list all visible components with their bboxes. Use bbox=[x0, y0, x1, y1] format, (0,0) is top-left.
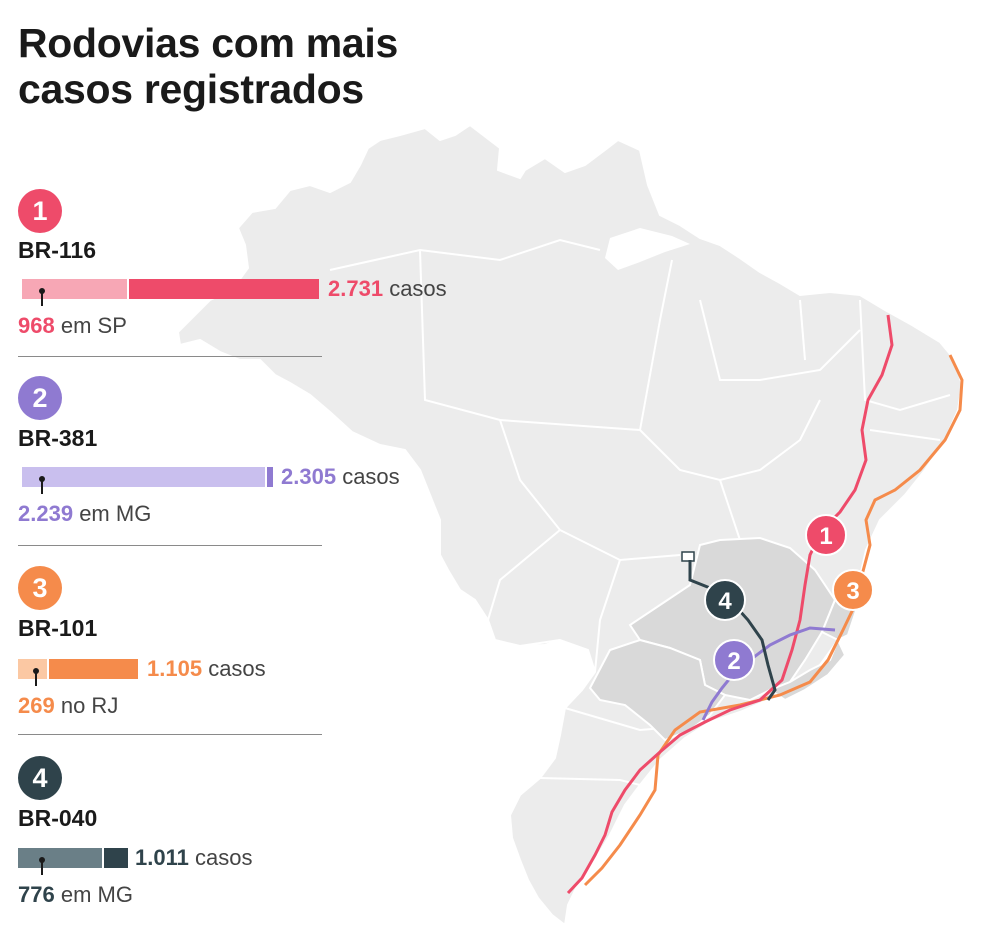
rank-badge-1: 1 bbox=[18, 189, 62, 233]
state-count-br040-value: 776 bbox=[18, 882, 55, 907]
total-br040-value: 1.011 bbox=[135, 845, 189, 870]
bar-br101 bbox=[18, 659, 138, 679]
state-count-br101-suffix: no RJ bbox=[60, 693, 119, 718]
map-marker-4: 4 bbox=[704, 579, 746, 621]
total-br101-unit: casos bbox=[208, 656, 266, 681]
map-marker-2: 2 bbox=[713, 639, 755, 681]
bar-br381 bbox=[22, 467, 273, 487]
highway-name-br116: BR-116 bbox=[18, 237, 96, 263]
total-br040-unit: casos bbox=[194, 845, 253, 870]
bar-br040-remainder bbox=[104, 848, 128, 868]
bar-br040-state-portion bbox=[18, 848, 102, 868]
federal-district bbox=[681, 551, 695, 562]
bar-br381-state-portion bbox=[22, 467, 265, 487]
state-count-br116-suffix: em SP bbox=[60, 313, 127, 338]
map-marker-3-label: 3 bbox=[846, 578, 859, 605]
pin-dot-br381 bbox=[39, 476, 45, 482]
bar-br381-remainder bbox=[267, 467, 273, 487]
rank-badge-4: 4 bbox=[18, 756, 62, 800]
state-count-br381: 2.239 em MG bbox=[18, 501, 151, 527]
total-br381-value: 2.305 bbox=[281, 464, 337, 489]
bar-br040 bbox=[18, 848, 128, 868]
page-title: Rodovias com mais casos registrados bbox=[18, 20, 398, 112]
pin-br040 bbox=[41, 861, 43, 875]
total-br381: 2.305 casos bbox=[281, 464, 400, 490]
rank-badge-3: 3 bbox=[18, 566, 62, 610]
separator-1 bbox=[18, 356, 322, 357]
pin-br101 bbox=[35, 672, 37, 686]
bar-br101-remainder bbox=[49, 659, 138, 679]
state-count-br040: 776 em MG bbox=[18, 882, 133, 908]
bar-br116-remainder bbox=[129, 279, 319, 299]
state-count-br040-suffix: em MG bbox=[60, 882, 133, 907]
state-count-br101-value: 269 bbox=[18, 693, 55, 718]
pin-br116 bbox=[41, 292, 43, 306]
state-count-br101: 269 no RJ bbox=[18, 693, 118, 719]
map-marker-1: 1 bbox=[805, 514, 847, 556]
pin-dot-br116 bbox=[39, 288, 45, 294]
state-count-br116-value: 968 bbox=[18, 313, 55, 338]
pin-dot-br040 bbox=[39, 857, 45, 863]
highway-name-br040: BR-040 bbox=[18, 805, 98, 831]
map-marker-1-label: 1 bbox=[819, 523, 832, 550]
map-marker-3: 3 bbox=[832, 569, 874, 611]
total-br381-unit: casos bbox=[342, 464, 400, 489]
bar-br116 bbox=[22, 279, 319, 299]
route-br040 bbox=[688, 560, 777, 701]
route-br116 bbox=[566, 314, 894, 895]
bar-br116-state-portion bbox=[22, 279, 127, 299]
brazil-outline bbox=[176, 123, 964, 927]
map-marker-4-label: 4 bbox=[718, 588, 732, 615]
pin-dot-br101 bbox=[33, 668, 39, 674]
total-br101-value: 1.105 bbox=[147, 656, 203, 681]
map-marker-2-label: 2 bbox=[727, 648, 740, 675]
total-br116-value: 2.731 bbox=[328, 276, 384, 301]
state-count-br381-value: 2.239 bbox=[18, 501, 74, 526]
state-count-br381-suffix: em MG bbox=[79, 501, 152, 526]
rank-badge-2: 2 bbox=[18, 376, 62, 420]
state-count-br116: 968 em SP bbox=[18, 313, 127, 339]
state-rj bbox=[767, 637, 847, 702]
separator-3 bbox=[18, 734, 322, 735]
total-br116-unit: casos bbox=[389, 276, 447, 301]
highway-name-br101: BR-101 bbox=[18, 615, 98, 641]
separator-2 bbox=[18, 545, 322, 546]
state-sp bbox=[588, 638, 727, 742]
route-br101 bbox=[583, 354, 964, 887]
bar-br101-state-portion bbox=[18, 659, 47, 679]
total-br040: 1.011 casos bbox=[135, 845, 252, 871]
ranking-panel: 1 BR-116 2.731 casos 968 em SP 2 BR-381 … bbox=[0, 0, 447, 938]
total-br116: 2.731 casos bbox=[328, 276, 447, 302]
total-br101: 1.105 casos bbox=[147, 656, 266, 682]
pin-br381 bbox=[41, 480, 43, 494]
highway-name-br381: BR-381 bbox=[18, 425, 98, 451]
